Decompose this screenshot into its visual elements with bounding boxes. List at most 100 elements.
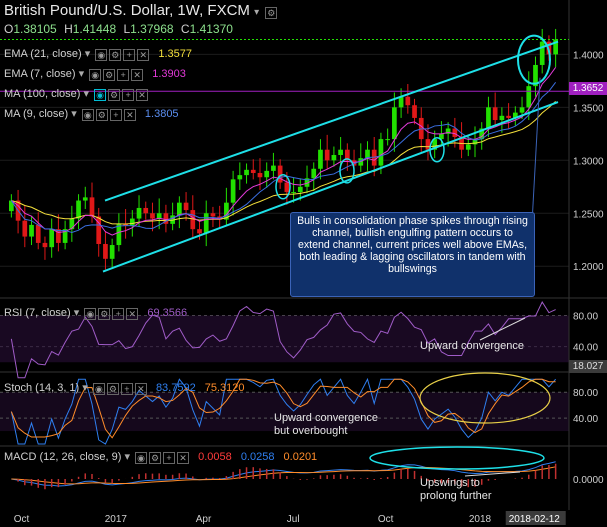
close-icon[interactable]: ✕ [136,89,149,101]
candle-body [62,229,68,243]
macd-tick-label: 0.0000 [573,475,604,486]
close-icon[interactable]: ✕ [137,49,150,61]
candle-body [35,224,41,243]
settings-icon[interactable]: ⚙ [103,69,116,81]
close-icon[interactable]: ✕ [131,69,144,81]
eye-icon[interactable]: ◉ [84,308,97,320]
settings-icon[interactable]: ⚙ [106,383,119,395]
settings-icon[interactable]: ⚙ [149,452,162,464]
add-icon[interactable]: + [163,452,176,464]
close-icon[interactable]: ✕ [134,383,147,395]
ema7-label: EMA (7, close) [4,68,76,80]
stoch-label: Stoch (14, 3, 1) [4,382,80,394]
chevron-down-icon[interactable]: ▾ [84,48,91,60]
chevron-down-icon[interactable]: ▾ [254,7,260,18]
macd-note-arrow [464,471,521,477]
close-icon[interactable]: ✕ [123,109,136,121]
candle-body [250,169,256,174]
legend-stoch[interactable]: Stoch (14, 3, 1) ▾ ◉ ⚙ + ✕ 83.7592 75.3120 [4,381,245,395]
candle-body [533,64,538,87]
close-icon[interactable]: ✕ [177,452,190,464]
add-icon[interactable]: + [122,89,135,101]
candle-body [203,213,209,234]
candle-body [89,197,95,217]
candle-body [190,210,196,230]
stoch-tick-label: 40.00 [573,414,598,425]
high-label: H [64,22,73,36]
macd-note-2: prolong further [420,490,492,502]
ma9-label: MA (9, close) [4,108,69,120]
title-text: British Pound/U.S. Dollar, 1W, FXCM [4,2,250,19]
x-tick-label: Oct [14,514,30,525]
candle-body [553,39,558,55]
candle-body [277,165,283,183]
chevron-down-icon[interactable]: ▾ [73,307,80,319]
candle-body [129,218,135,226]
low-label: L [123,22,131,36]
candle-body [244,169,249,176]
macd-hist-value: 0.0058 [198,451,232,463]
add-icon[interactable]: + [120,383,133,395]
candle-body [432,139,438,150]
close-icon[interactable]: ✕ [126,308,139,320]
rsi-note: Upward convergence [420,340,524,352]
eye-icon[interactable]: ◉ [92,383,105,395]
eye-icon[interactable]: ◉ [89,69,102,81]
ma9-line [10,81,557,233]
ema21-line [11,100,556,225]
close-value: 1.41370 [189,22,233,36]
candle-body [257,173,263,178]
legend-rsi[interactable]: RSI (7, close) ▾ ◉ ⚙ + ✕ 69.3566 [4,306,187,320]
chevron-down-icon[interactable]: ▾ [71,108,77,120]
candle-body [344,149,350,161]
current-price-label: 1.3652 [569,82,607,95]
candle-body [338,149,343,155]
macd-ellipse [369,446,545,470]
candle-body [398,96,404,108]
macd-note-1: Upswings to [420,477,480,489]
rsi-tick-label: 40.00 [573,343,598,354]
candle-body [304,178,310,187]
settings-icon[interactable]: ⚙ [108,89,121,101]
legend-macd[interactable]: MACD (12, 26, close, 9) ▾ ◉ ⚙ + ✕ 0.0058 0.… [4,450,317,464]
settings-icon[interactable]: ⚙ [109,49,122,61]
candle-body [526,86,532,108]
settings-icon[interactable]: ⚙ [98,308,111,320]
eye-icon[interactable]: ◉ [135,452,148,464]
candle-body [506,115,511,118]
ema7-line [11,67,557,236]
candle-body [492,107,498,121]
candle-body [311,168,317,179]
settings-icon[interactable]: ⚙ [265,7,278,19]
legend-ma9[interactable]: MA (9, close) ▾ ◉ ⚙ + ✕ 1.3805 [4,107,179,121]
settings-icon[interactable]: ⚙ [95,109,108,121]
eye-icon[interactable]: ◉ [95,49,108,61]
add-icon[interactable]: + [109,109,122,121]
chevron-down-icon[interactable]: ▾ [78,68,85,80]
eye-icon[interactable]: ◉ [81,109,94,121]
chevron-down-icon[interactable]: ▾ [82,382,88,394]
candle-body [324,149,330,161]
candle-body [42,242,48,248]
low-value: 1.37968 [130,22,174,36]
legend-ma100[interactable]: MA (100, close) ▾ ◉ ⚙ + ✕ [4,87,149,101]
add-icon[interactable]: + [112,308,125,320]
candle-body [170,215,175,224]
legend-ema7[interactable]: EMA (7, close) ▾ ◉ ⚙ + ✕ 1.3903 [4,67,186,81]
chevron-down-icon[interactable]: ▾ [83,88,90,100]
annotation-shapes [102,34,559,477]
eye-icon[interactable]: ◉ [94,89,107,101]
candle-body [412,105,417,118]
current-date-label: 2018-02-12 [509,514,561,525]
candle-body [264,170,270,178]
legend-ema21[interactable]: EMA (21, close) ▾ ◉ ⚙ + ✕ 1.3577 [4,47,192,61]
add-icon[interactable]: + [117,69,130,81]
grid-lines [0,53,569,432]
add-icon[interactable]: + [123,49,136,61]
candle-body [365,149,370,159]
current-date-box [505,511,566,525]
candle-body [371,149,377,166]
candle-body [224,202,229,220]
chevron-down-icon[interactable]: ▾ [124,451,130,463]
price-tick-label: 1.2500 [573,209,604,220]
